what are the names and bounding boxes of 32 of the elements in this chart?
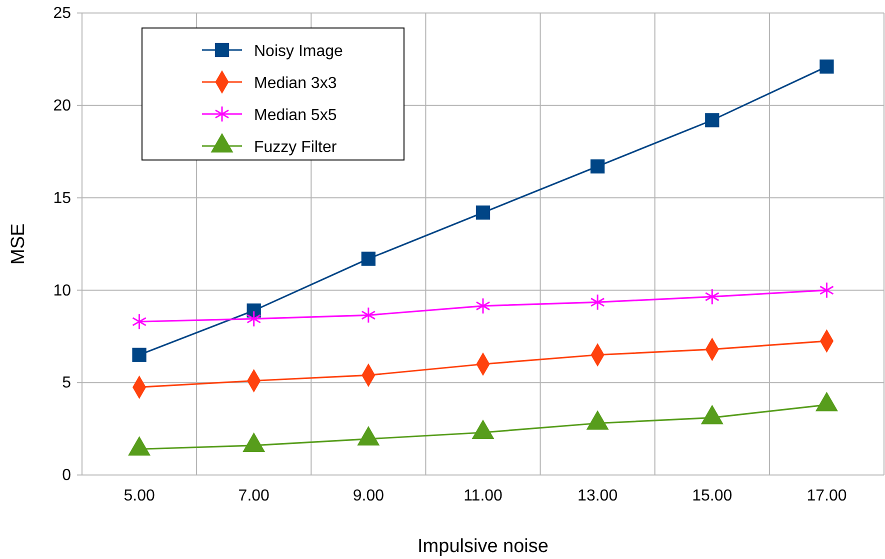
point — [246, 310, 262, 328]
y-tick-label: 5 — [62, 374, 72, 392]
x-tick-label: 15.00 — [692, 487, 732, 504]
y-tick-label: 10 — [53, 282, 72, 300]
y-tick-label: 15 — [53, 190, 72, 207]
point — [476, 298, 490, 314]
point — [590, 294, 605, 310]
x-tick-label: 7.00 — [238, 487, 270, 504]
point — [361, 252, 376, 266]
point — [820, 60, 834, 74]
point — [132, 348, 146, 362]
point — [361, 306, 376, 324]
x-tick-label: 11.00 — [464, 487, 503, 504]
legend-label: Median 3x3 — [254, 75, 337, 92]
y-axis-title: MSE — [8, 223, 29, 265]
point — [132, 313, 147, 330]
legend-label: Median 5x5 — [254, 107, 337, 124]
point — [476, 206, 490, 220]
legend-label: Noisy Image — [254, 43, 344, 60]
y-tick-label: 0 — [62, 467, 72, 484]
point — [705, 113, 720, 128]
x-tick-label: 9.00 — [352, 487, 384, 504]
y-tick-label: 20 — [53, 98, 72, 115]
legend-label: Fuzzy Filter — [254, 139, 338, 156]
y-tick-label: 25 — [53, 5, 72, 22]
x-tick-label: 5.00 — [124, 487, 155, 504]
x-tick-label: 13.00 — [578, 487, 618, 504]
point — [590, 159, 605, 174]
x-axis-title: Impulsive noise — [418, 536, 548, 557]
point — [819, 282, 834, 298]
point — [704, 288, 720, 305]
x-tick-label: 17.00 — [806, 487, 847, 504]
